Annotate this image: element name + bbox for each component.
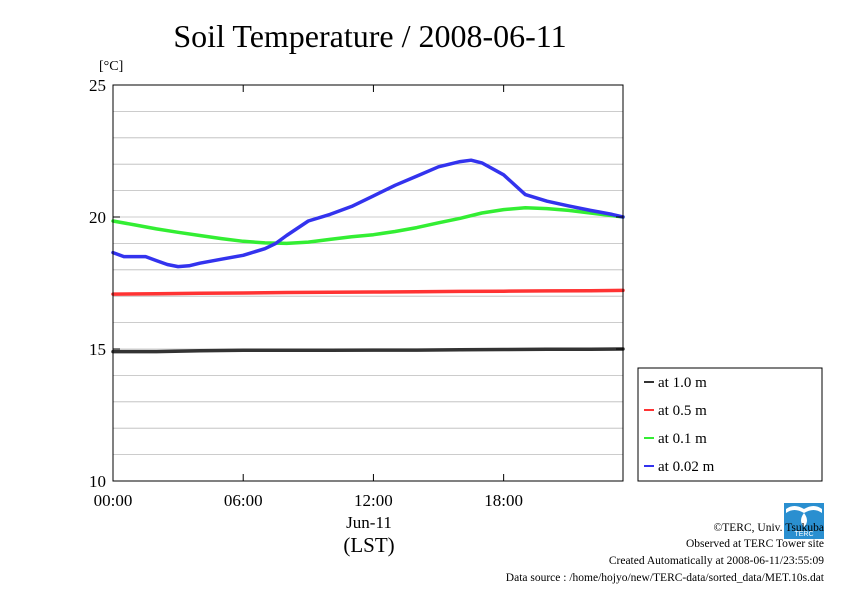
footer-created: Created Automatically at 2008-06-11/23:5… bbox=[608, 555, 824, 567]
y-tick-label: 25 bbox=[89, 76, 106, 95]
x-tick-label: 00:00 bbox=[94, 491, 133, 510]
legend-label: at 0.02 m bbox=[658, 459, 715, 475]
x-axis-label: (LST) bbox=[343, 533, 394, 557]
legend-label: at 0.1 m bbox=[658, 431, 707, 447]
series-line-at-0-02-m bbox=[111, 158, 625, 269]
series-line-at-1-0-m bbox=[111, 347, 625, 354]
series-layer bbox=[111, 158, 625, 354]
legend-label: at 0.5 m bbox=[658, 403, 707, 419]
legend-label: at 1.0 m bbox=[658, 375, 707, 391]
y-tick-label: 20 bbox=[89, 208, 106, 227]
plot-frame bbox=[112, 84, 624, 482]
y-axis-ticks: 10 15 20 25 bbox=[89, 76, 623, 491]
chart-title: Soil Temperature / 2008-06-11 bbox=[173, 18, 566, 54]
series-line-at-0-5-m bbox=[111, 288, 625, 296]
footer-copyright: ©TERC, Univ. Tsukuba bbox=[713, 522, 824, 534]
grid-lines bbox=[113, 111, 623, 456]
series-line-at-0-1-m bbox=[111, 206, 625, 246]
y-axis-unit-label: [°C] bbox=[99, 59, 123, 74]
logo-mark bbox=[786, 506, 822, 513]
x-tick-label: 12:00 bbox=[354, 491, 393, 510]
x-tick-label: 06:00 bbox=[224, 491, 263, 510]
logo-drop bbox=[801, 513, 807, 527]
x-axis-ticks: 00:00 06:00 12:00 18:00 bbox=[94, 85, 523, 510]
y-tick-label: 10 bbox=[89, 472, 106, 491]
x-axis-date-label: Jun-11 bbox=[346, 513, 392, 532]
footer-observed: Observed at TERC Tower site bbox=[685, 538, 824, 550]
footer-source: Data source : /home/hojyo/new/TERC-data/… bbox=[505, 572, 824, 584]
legend-box bbox=[637, 367, 823, 482]
terc-logo: TERC bbox=[784, 503, 824, 539]
y-tick-label: 15 bbox=[89, 340, 106, 359]
legend: at 1.0 m at 0.5 m at 0.1 m at 0.02 m bbox=[637, 367, 823, 482]
logo-text: TERC bbox=[794, 531, 813, 538]
x-tick-label: 18:00 bbox=[484, 491, 523, 510]
